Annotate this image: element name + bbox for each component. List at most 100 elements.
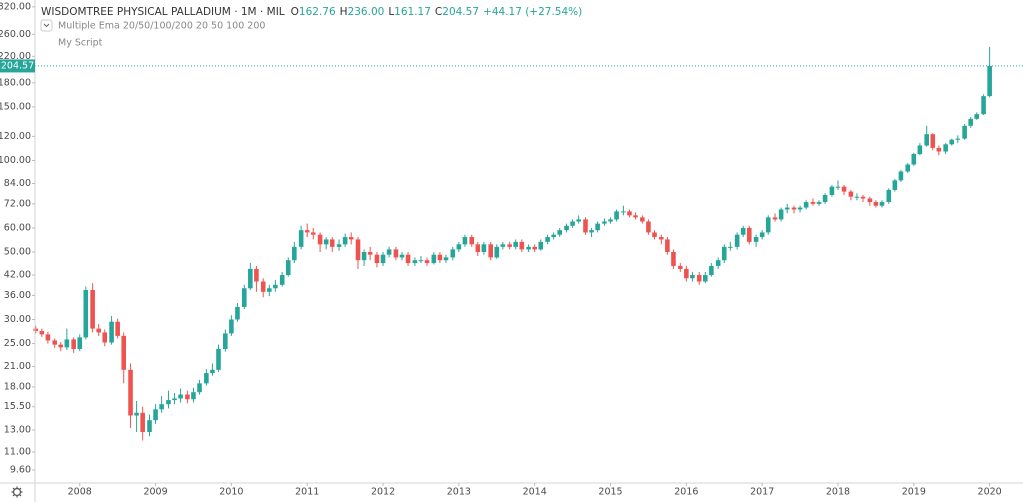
candle-body [355,239,361,261]
candle-body [292,246,297,261]
candle-body [614,211,619,220]
candle-body [589,230,594,233]
candle-body [500,244,506,247]
candle-body [816,202,822,204]
candle-body [361,252,367,261]
y-tick-label: 100.00 [0,155,31,166]
candle-body [545,237,550,242]
candle-body [342,237,348,245]
x-tick-label: 2014 [523,487,547,498]
candle-body [860,196,866,199]
candle-body [608,219,613,222]
candle-body [418,260,424,262]
candle-body [765,217,771,233]
indicator-label[interactable]: My Script [58,38,103,49]
candle-body [684,268,689,279]
candle-body [248,268,253,289]
candle-body [526,246,531,250]
candle-body [140,412,145,432]
candle-body [336,244,342,247]
candle-body [721,246,727,261]
candle-body [822,194,828,203]
candle-body [58,344,64,348]
y-tick-label: 260.00 [0,29,31,40]
candle-body [210,369,215,374]
candle-body [734,234,740,247]
chevron-icon [43,23,50,28]
candle-body [943,144,948,152]
candle-body [273,284,278,289]
candle-body [96,328,101,333]
candle-body [759,232,765,238]
y-tick-label: 25.00 [4,338,31,349]
candle-body [551,234,556,238]
candle-body [803,202,809,208]
candle-body [185,394,190,400]
candle-body [159,404,164,410]
status-line: O 162.76 H 236.00 L 161.17 C 204.57 +44.17 (+27.… [291,6,583,18]
y-tick-label: 36.00 [4,290,31,301]
candle-body [178,394,183,399]
candle-body [386,249,392,255]
candle-body [848,191,854,197]
candle-body [715,260,721,266]
settings-icon[interactable] [11,486,23,498]
candle-body [45,334,51,341]
status-value: 236.00 [348,6,385,18]
candle-body [437,254,443,261]
x-tick-label: 2010 [219,487,243,498]
candle-body [702,275,708,282]
collapse-button[interactable] [40,19,53,32]
status-label: O [291,6,299,18]
x-tick-label: 2013 [447,487,471,498]
indicator-label[interactable]: Multiple Ema 20/50/100/200 20 50 100 200 [58,21,265,32]
candle-body [481,244,487,253]
status-value: +44.17 (+27.54%) [483,6,582,18]
candle-body [33,328,39,331]
candle-body [583,219,588,233]
candle-body [109,321,114,343]
candle-body [576,219,581,222]
x-tick-label: 2015 [598,487,622,498]
candle-body [443,257,449,261]
candle-body [772,217,778,220]
candle-body [64,339,70,348]
candle-body [873,202,879,206]
candle-body [431,254,437,264]
candle-body [90,290,95,329]
candle-body [348,237,354,240]
y-tick-label: 120.00 [0,131,31,142]
candle-body [879,202,885,206]
candle-body [532,246,537,250]
candle-body [374,254,380,264]
y-tick-label: 320.00 [0,1,31,12]
status-value: 204.57 [442,6,479,18]
candle-body [229,319,234,334]
y-tick-label: 11.00 [4,447,31,458]
candle-body [646,221,651,233]
candle-body [204,373,209,384]
candle-body [147,420,152,432]
status-label: L [388,6,394,18]
x-tick-label: 2016 [674,487,698,498]
candle-body [981,96,986,115]
candle-body [298,230,304,247]
candle-body [412,260,418,264]
candle-body [197,383,202,393]
candle-body [367,252,373,255]
chart-title: WISDOMTREE PHYSICAL PALLADIUM · 1M · MIL [41,6,285,18]
candle-body [936,147,942,152]
candle-body [709,265,714,276]
y-tick-label: 42.00 [4,270,31,281]
candle-body [456,244,462,250]
candle-body [955,138,961,140]
candle-body [134,412,139,416]
candle-body [892,180,898,190]
candle-body [640,217,645,222]
candle-body [784,207,790,210]
candle-body [475,244,481,253]
candle-body [399,254,405,258]
candle-body [810,202,816,204]
candle-body [841,186,847,192]
candle-body [216,348,221,370]
